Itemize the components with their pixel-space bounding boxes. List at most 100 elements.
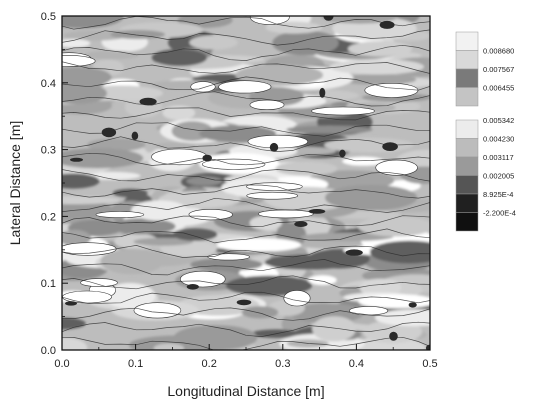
contour-line bbox=[62, 228, 430, 244]
contour-region bbox=[62, 82, 107, 104]
contour-trough bbox=[202, 154, 212, 162]
contour-peak bbox=[249, 99, 285, 110]
contour-line bbox=[62, 29, 430, 46]
x-tick-label: 0.0 bbox=[54, 358, 69, 370]
contour-region bbox=[172, 228, 218, 241]
x-axis: 0.0 0.1 0.2 0.3 0.4 0.5 bbox=[54, 344, 438, 370]
legend-swatch bbox=[455, 68, 479, 88]
contour-peak bbox=[180, 270, 226, 288]
contour-region bbox=[63, 30, 127, 41]
contour-region bbox=[62, 317, 86, 330]
legend-label: 0.003117 bbox=[483, 153, 514, 162]
contour-peak bbox=[218, 80, 272, 94]
legend-label: 0.004230 bbox=[483, 135, 514, 144]
contour-trough bbox=[139, 97, 157, 106]
y-tick-label: 0.5 bbox=[41, 11, 56, 23]
contour-region bbox=[84, 50, 140, 60]
contour-region bbox=[62, 16, 124, 29]
legend-label: 0.006455 bbox=[483, 84, 514, 93]
plot-area bbox=[61, 15, 431, 351]
legend-swatch bbox=[455, 50, 479, 70]
y-axis-title: Lateral Distance [m] bbox=[7, 121, 23, 246]
y-axis: 0.0 0.1 0.2 0.3 0.4 0.5 bbox=[41, 11, 68, 357]
y-tick-label: 0.3 bbox=[41, 145, 56, 157]
contour-line bbox=[62, 184, 430, 199]
contour-trough bbox=[345, 249, 363, 256]
contour-peak bbox=[375, 159, 418, 176]
contour-region bbox=[190, 258, 263, 271]
contour-region bbox=[62, 338, 88, 350]
contour-trough bbox=[389, 331, 398, 341]
contour-peak bbox=[190, 81, 216, 93]
contour-region bbox=[189, 35, 238, 50]
x-axis-title: Longitudinal Distance [m] bbox=[167, 383, 324, 399]
legend-label: 0.008680 bbox=[483, 47, 514, 56]
contour-trough bbox=[65, 301, 77, 306]
contour-line bbox=[62, 291, 430, 305]
contour-region bbox=[186, 176, 223, 186]
contour-peak bbox=[283, 290, 311, 307]
contour-peak bbox=[62, 55, 96, 67]
x-tick-label: 0.5 bbox=[422, 358, 437, 370]
contour-peak bbox=[188, 209, 233, 221]
legend-swatch bbox=[455, 31, 479, 51]
contour-line bbox=[62, 76, 430, 91]
x-tick-label: 0.1 bbox=[128, 358, 143, 370]
contour-region bbox=[131, 200, 188, 221]
legend-label: 0.002005 bbox=[483, 172, 514, 181]
contour-line bbox=[62, 122, 430, 137]
contour-region bbox=[133, 237, 194, 246]
contour-region bbox=[329, 59, 424, 75]
contour-region bbox=[173, 325, 258, 350]
contour-region bbox=[235, 64, 324, 86]
contour-region bbox=[62, 229, 91, 247]
contour-trough bbox=[70, 157, 83, 162]
contour-trough bbox=[294, 221, 308, 228]
contour-peak bbox=[364, 83, 419, 98]
contour-region bbox=[325, 184, 418, 211]
contour-line bbox=[62, 107, 430, 121]
legend-swatch bbox=[455, 87, 479, 107]
contour-region bbox=[154, 142, 197, 151]
contour-trough bbox=[323, 16, 334, 21]
contour-region bbox=[286, 125, 373, 134]
contour-region bbox=[241, 306, 279, 319]
legend-label: 0.005342 bbox=[483, 116, 514, 125]
contour-region bbox=[312, 316, 357, 342]
contour-region bbox=[151, 49, 207, 67]
contour-region bbox=[162, 105, 196, 121]
contour-trough bbox=[131, 131, 139, 140]
contour-region bbox=[216, 238, 302, 252]
contour-region bbox=[374, 309, 430, 327]
contour-field bbox=[62, 16, 430, 350]
contour-trough bbox=[101, 127, 117, 138]
contour-peak bbox=[95, 211, 145, 218]
contour-region bbox=[275, 161, 338, 176]
contour-peak bbox=[80, 278, 118, 287]
contour-region bbox=[62, 196, 120, 205]
y-tick-label: 0.4 bbox=[41, 78, 56, 90]
contour-region bbox=[62, 173, 100, 189]
contour-line bbox=[62, 44, 430, 61]
legend-swatch bbox=[455, 119, 479, 139]
y-tick-label: 0.0 bbox=[41, 345, 56, 357]
contour-region bbox=[225, 275, 312, 296]
legend-swatch bbox=[455, 175, 479, 195]
x-tick-label: 0.4 bbox=[349, 358, 364, 370]
contour-line bbox=[62, 215, 430, 228]
legend-label: -2.200E-4 bbox=[483, 209, 516, 218]
contour-trough bbox=[269, 142, 279, 152]
y-tick-label: 0.1 bbox=[41, 278, 56, 290]
legend-swatch bbox=[455, 138, 479, 158]
contour-line bbox=[62, 197, 430, 213]
contour-shading bbox=[62, 16, 430, 350]
contour-peak bbox=[62, 290, 112, 304]
contour-line bbox=[62, 91, 430, 107]
legend-swatch bbox=[455, 193, 479, 213]
contour-line bbox=[62, 61, 430, 74]
contour-region bbox=[308, 275, 337, 286]
contour-region bbox=[109, 218, 176, 235]
x-tick-label: 0.2 bbox=[202, 358, 217, 370]
